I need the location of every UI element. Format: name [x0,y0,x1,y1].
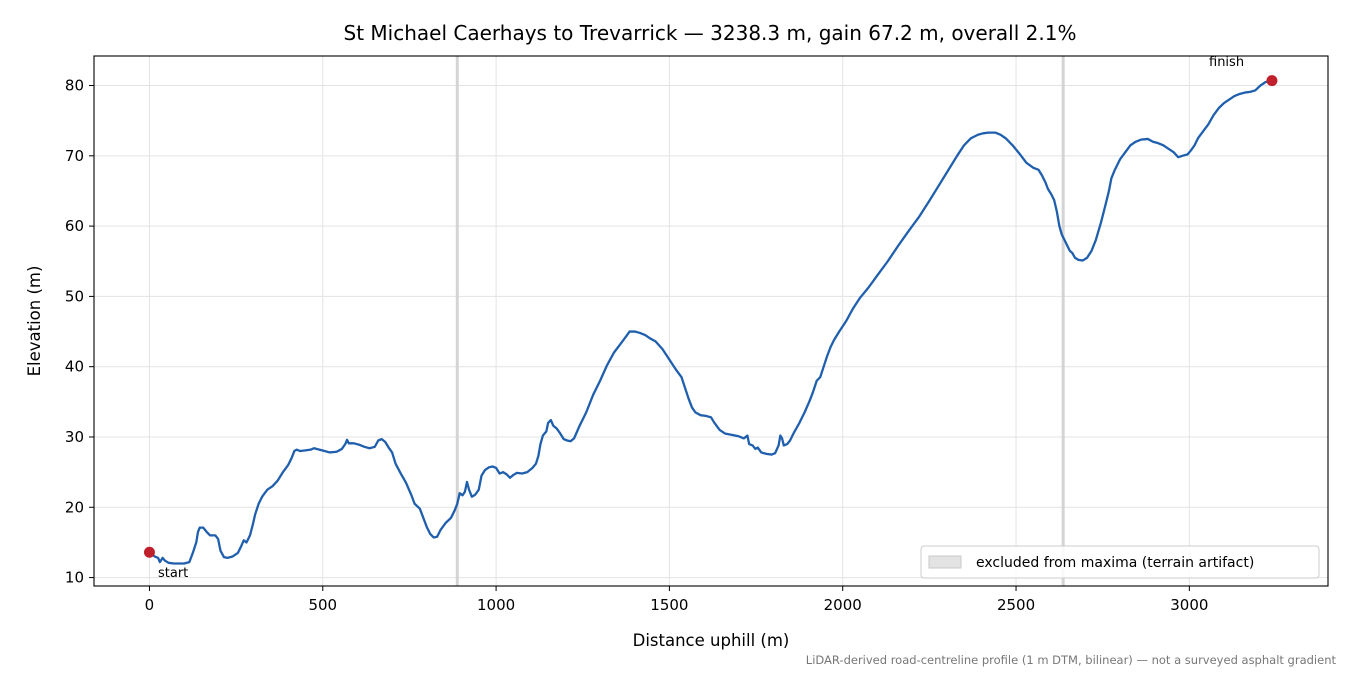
legend: excluded from maxima (terrain artifact) [920,545,1320,579]
start-marker [143,546,155,558]
y-tick-label: 20 [65,498,84,516]
x-tick-label: 2000 [824,596,862,614]
excluded-band [455,56,459,586]
finish-label: finish [1209,55,1244,70]
footnote: LiDAR-derived road-centreline profile (1… [806,653,1337,667]
y-tick-label: 70 [65,147,84,165]
grid-layer [94,56,1328,586]
legend-swatch [928,555,962,569]
y-tick-label: 60 [65,217,84,235]
y-tick-label: 10 [65,569,84,587]
y-tick-label: 40 [65,358,84,376]
plot-frame [93,55,1329,587]
x-tick-label: 2500 [997,596,1035,614]
x-axis-label: Distance uphill (m) [633,631,790,650]
legend-box [920,545,1320,579]
excluded-band-layer [455,56,1065,586]
marker-layer [143,75,1278,558]
legend-label: excluded from maxima (terrain artifact) [976,555,1254,571]
series-layer [148,79,1274,565]
finish-marker [1266,75,1278,87]
x-tick-label: 3000 [1170,596,1208,614]
excluded-band [1061,56,1065,586]
x-tick-label: 1500 [650,596,688,614]
start-label: start [158,566,188,581]
x-tick-label: 0 [145,596,155,614]
y-tick-label: 30 [65,428,84,446]
chart-title: St Michael Caerhays to Trevarrick — 3238… [344,21,1077,45]
y-tick-label: 80 [65,77,84,95]
elevation-line [148,79,1274,565]
y-axis-label: Elevation (m) [25,266,44,377]
x-tick-label: 500 [308,596,337,614]
tick-layer: 0 500 1000 1500 2000 2500 3000 10 20 30 40 50 60 70 80 [65,77,1209,614]
y-tick-label: 50 [65,287,84,305]
x-tick-label: 1000 [477,596,515,614]
